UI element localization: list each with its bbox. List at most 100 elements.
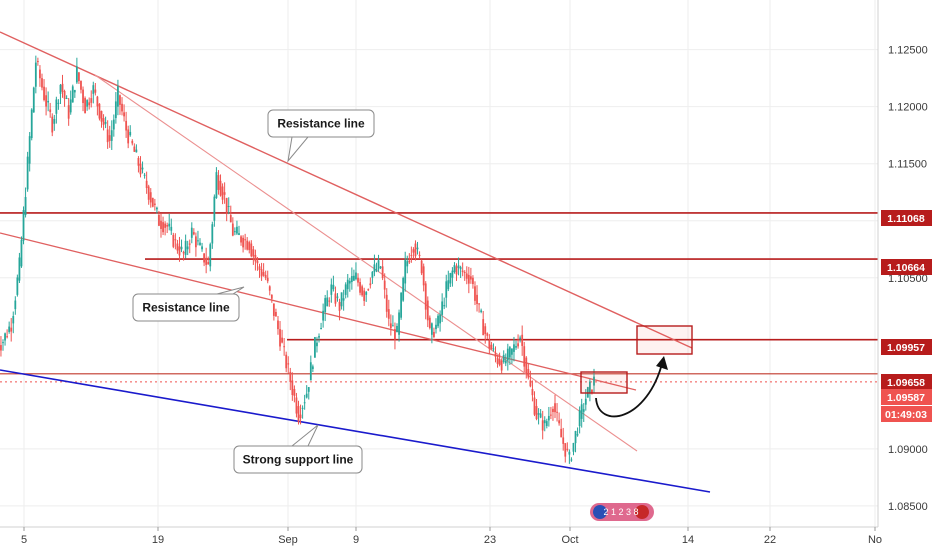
candle-body xyxy=(550,414,552,416)
candle-body xyxy=(190,227,193,238)
resistance-trendline[interactable] xyxy=(94,74,638,452)
candle-body xyxy=(554,403,556,413)
candle-body xyxy=(340,292,343,307)
candle-body xyxy=(342,298,345,301)
price-tag-bg xyxy=(881,339,932,355)
candle-body xyxy=(332,284,335,290)
price-tag-label: 01:49:03 xyxy=(885,409,927,421)
x-tick-label: 22 xyxy=(764,534,776,546)
candle-body xyxy=(260,269,263,277)
candle-body xyxy=(359,282,361,293)
candle-body xyxy=(500,360,503,371)
target-box xyxy=(636,325,693,355)
candle-body xyxy=(166,225,169,227)
candle-body xyxy=(174,239,177,241)
candle-body xyxy=(143,174,146,176)
candle-body xyxy=(322,310,325,321)
candle-body xyxy=(268,286,271,291)
annotation-callout: Resistance line xyxy=(267,109,375,163)
horizontal-levels xyxy=(0,212,878,383)
candle-body xyxy=(168,223,171,227)
candle-body xyxy=(264,274,267,278)
candle-body xyxy=(219,180,222,196)
candle-body xyxy=(545,421,548,427)
candle-body xyxy=(275,311,277,317)
candle-body xyxy=(98,103,101,119)
candles xyxy=(0,55,595,464)
candle-body xyxy=(363,290,366,301)
candle-body xyxy=(396,325,398,332)
candle-body xyxy=(108,135,111,141)
candle-body xyxy=(523,346,526,367)
candle-body xyxy=(252,249,255,257)
candle-body xyxy=(508,347,511,358)
y-tick-label: 1.08500 xyxy=(888,501,928,513)
candle-body xyxy=(433,331,435,337)
candle-body xyxy=(299,414,302,418)
candle-body xyxy=(488,340,491,349)
flag-icon xyxy=(593,505,607,519)
candle-body xyxy=(41,78,43,88)
candle-body xyxy=(141,167,144,170)
candle-body xyxy=(57,102,60,104)
candle-body xyxy=(316,342,318,347)
candle-body xyxy=(303,402,306,404)
price-tag-bg xyxy=(881,374,932,390)
candle-body xyxy=(394,329,396,340)
candle-body xyxy=(422,266,425,286)
candle-body xyxy=(256,260,259,264)
resistance-trendline[interactable] xyxy=(0,232,637,391)
candle-body xyxy=(371,271,374,278)
candle-body xyxy=(457,265,460,268)
candle-body xyxy=(301,407,304,409)
candle-body xyxy=(365,292,368,295)
callout-tail xyxy=(290,424,319,447)
candle-body xyxy=(572,442,575,452)
resistance-trendline[interactable] xyxy=(0,31,693,349)
candle-body xyxy=(135,149,138,153)
candle-body xyxy=(147,186,150,200)
candle-body xyxy=(129,131,132,136)
candle-body xyxy=(324,298,327,312)
candle-body xyxy=(153,203,156,205)
candle-body xyxy=(502,354,505,362)
candle-body xyxy=(45,95,47,107)
x-tick-label: No xyxy=(868,534,882,546)
price-tag-label: 1.09957 xyxy=(887,342,925,354)
candle-body xyxy=(439,314,441,324)
candle-body xyxy=(244,239,247,241)
candle-body xyxy=(547,415,550,421)
candle-body xyxy=(416,247,419,250)
candle-body xyxy=(398,312,400,335)
candle-body xyxy=(117,86,119,107)
candle-body xyxy=(123,112,125,117)
candle-body xyxy=(287,363,290,365)
candle-body xyxy=(205,257,208,265)
candle-body xyxy=(504,360,507,364)
candle-body xyxy=(26,156,29,190)
candle-body xyxy=(588,381,591,394)
candle-body xyxy=(311,366,314,370)
price-tag-bg xyxy=(881,259,932,275)
trendlines[interactable] xyxy=(0,31,711,493)
candle-body xyxy=(511,348,513,355)
candle-body xyxy=(576,434,579,436)
candle-body xyxy=(4,333,6,341)
candle-body xyxy=(225,197,228,213)
price-tag-bg xyxy=(881,389,932,405)
x-tick-label: Sep xyxy=(278,534,298,546)
candle-body xyxy=(223,192,226,195)
candle-body xyxy=(455,266,458,275)
support-trendline[interactable] xyxy=(0,369,711,493)
candle-body xyxy=(34,62,37,87)
price-tag-label: 1.11068 xyxy=(887,213,925,225)
candle-body xyxy=(326,297,329,307)
candle-body xyxy=(465,273,468,279)
y-tick-label: 1.09000 xyxy=(888,444,928,456)
candle-body xyxy=(203,253,206,263)
candle-body xyxy=(82,89,84,104)
candle-body xyxy=(94,89,97,93)
price-tag: 1.11068 xyxy=(881,210,932,226)
